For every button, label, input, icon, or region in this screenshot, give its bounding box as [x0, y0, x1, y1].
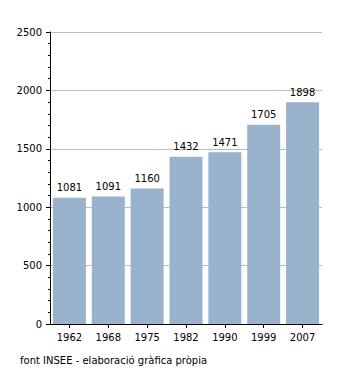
svg-text:2500: 2500	[17, 27, 42, 38]
svg-text:1968: 1968	[96, 332, 121, 343]
svg-text:1898: 1898	[290, 87, 315, 98]
svg-text:1471: 1471	[212, 137, 237, 148]
svg-text:1500: 1500	[17, 143, 42, 154]
svg-text:1999: 1999	[251, 332, 276, 343]
svg-text:2007: 2007	[290, 332, 315, 343]
svg-text:font INSEE - elaboració gràfic: font INSEE - elaboració gràfica pròpia	[20, 355, 207, 366]
svg-text:1962: 1962	[57, 332, 82, 343]
svg-text:0: 0	[36, 319, 42, 330]
svg-text:1081: 1081	[57, 182, 82, 193]
svg-text:500: 500	[23, 260, 42, 271]
svg-text:1990: 1990	[212, 332, 237, 343]
svg-text:1432: 1432	[173, 141, 198, 152]
svg-text:1705: 1705	[251, 109, 276, 120]
svg-text:1091: 1091	[96, 181, 121, 192]
svg-text:2000: 2000	[17, 85, 42, 96]
svg-text:1975: 1975	[134, 332, 159, 343]
svg-text:1160: 1160	[134, 173, 159, 184]
svg-text:1982: 1982	[173, 332, 198, 343]
svg-text:1000: 1000	[17, 202, 42, 213]
